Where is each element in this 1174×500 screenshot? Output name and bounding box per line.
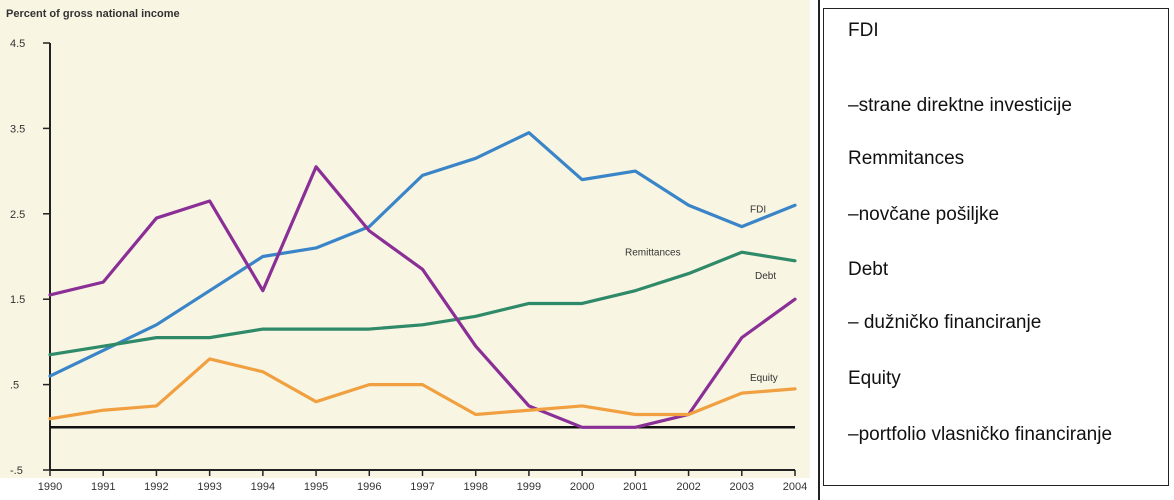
legend-equity-title: Equity bbox=[848, 368, 901, 389]
legend-panel: FDI –strane direktne investicije Remmita… bbox=[823, 8, 1169, 486]
series-label-equity: Equity bbox=[750, 373, 778, 384]
legend-remittances-title: Remmitances bbox=[848, 148, 965, 169]
legend-debt-title: Debt bbox=[848, 259, 889, 280]
x-tick-label: 1996 bbox=[357, 481, 381, 493]
x-tick-label: 1998 bbox=[463, 481, 487, 493]
line-chart: Percent of gross national income -.5 .5 1.… bbox=[0, 0, 810, 493]
x-tick-label: 1992 bbox=[144, 481, 168, 493]
x-tick-label: 1991 bbox=[91, 481, 115, 493]
x-axis: 1990 1991 1992 1993 1994 1995 1996 1997 1998 1999… bbox=[38, 469, 807, 493]
legend-fdi-desc: –strane direktne investicije bbox=[848, 95, 1072, 116]
x-tick-label: 1997 bbox=[410, 481, 434, 493]
series-label-remittances: Remittances bbox=[625, 248, 681, 259]
series-group bbox=[48, 131, 797, 429]
legend-equity-desc: –portfolio vlasničko financiranje bbox=[848, 424, 1113, 445]
y-tick-label: 3.5 bbox=[10, 123, 25, 135]
plot-background bbox=[0, 0, 810, 478]
x-tick-label: 2000 bbox=[570, 481, 594, 493]
x-tick-label: 1995 bbox=[304, 481, 328, 493]
y-tick-label: -.5 bbox=[10, 465, 23, 477]
x-tick-label: 2001 bbox=[623, 481, 647, 493]
y-tick-label: 1.5 bbox=[10, 294, 25, 306]
y-tick-label: 4.5 bbox=[10, 38, 25, 50]
legend-debt-desc: – dužničko financiranje bbox=[848, 312, 1042, 333]
x-tick-label: 1994 bbox=[251, 481, 275, 493]
y-axis: -.5 .5 1.5 2.5 3.5 4.5 bbox=[10, 38, 51, 477]
x-tick-label: 1999 bbox=[517, 481, 541, 493]
y-tick-label: .5 bbox=[10, 380, 19, 392]
x-tick-label: 2002 bbox=[676, 481, 700, 493]
y-axis-label: Percent of gross national income bbox=[6, 8, 180, 20]
series-labels: FDI Remittances Debt Equity bbox=[625, 205, 778, 384]
chart-panel: Percent of gross national income -.5 .5 1.… bbox=[0, 0, 810, 493]
panel-divider bbox=[818, 0, 820, 500]
legend-remittances-desc: –novčane pošiljke bbox=[848, 204, 1000, 225]
x-tick-label: 2004 bbox=[783, 481, 807, 493]
y-tick-label: 2.5 bbox=[10, 209, 25, 221]
x-tick-label: 2003 bbox=[730, 481, 754, 493]
legend-fdi-title: FDI bbox=[848, 20, 879, 41]
x-tick-label: 1993 bbox=[197, 481, 221, 493]
series-label-debt: Debt bbox=[755, 271, 776, 282]
series-label-fdi: FDI bbox=[750, 205, 766, 216]
x-tick-label: 1990 bbox=[38, 481, 62, 493]
